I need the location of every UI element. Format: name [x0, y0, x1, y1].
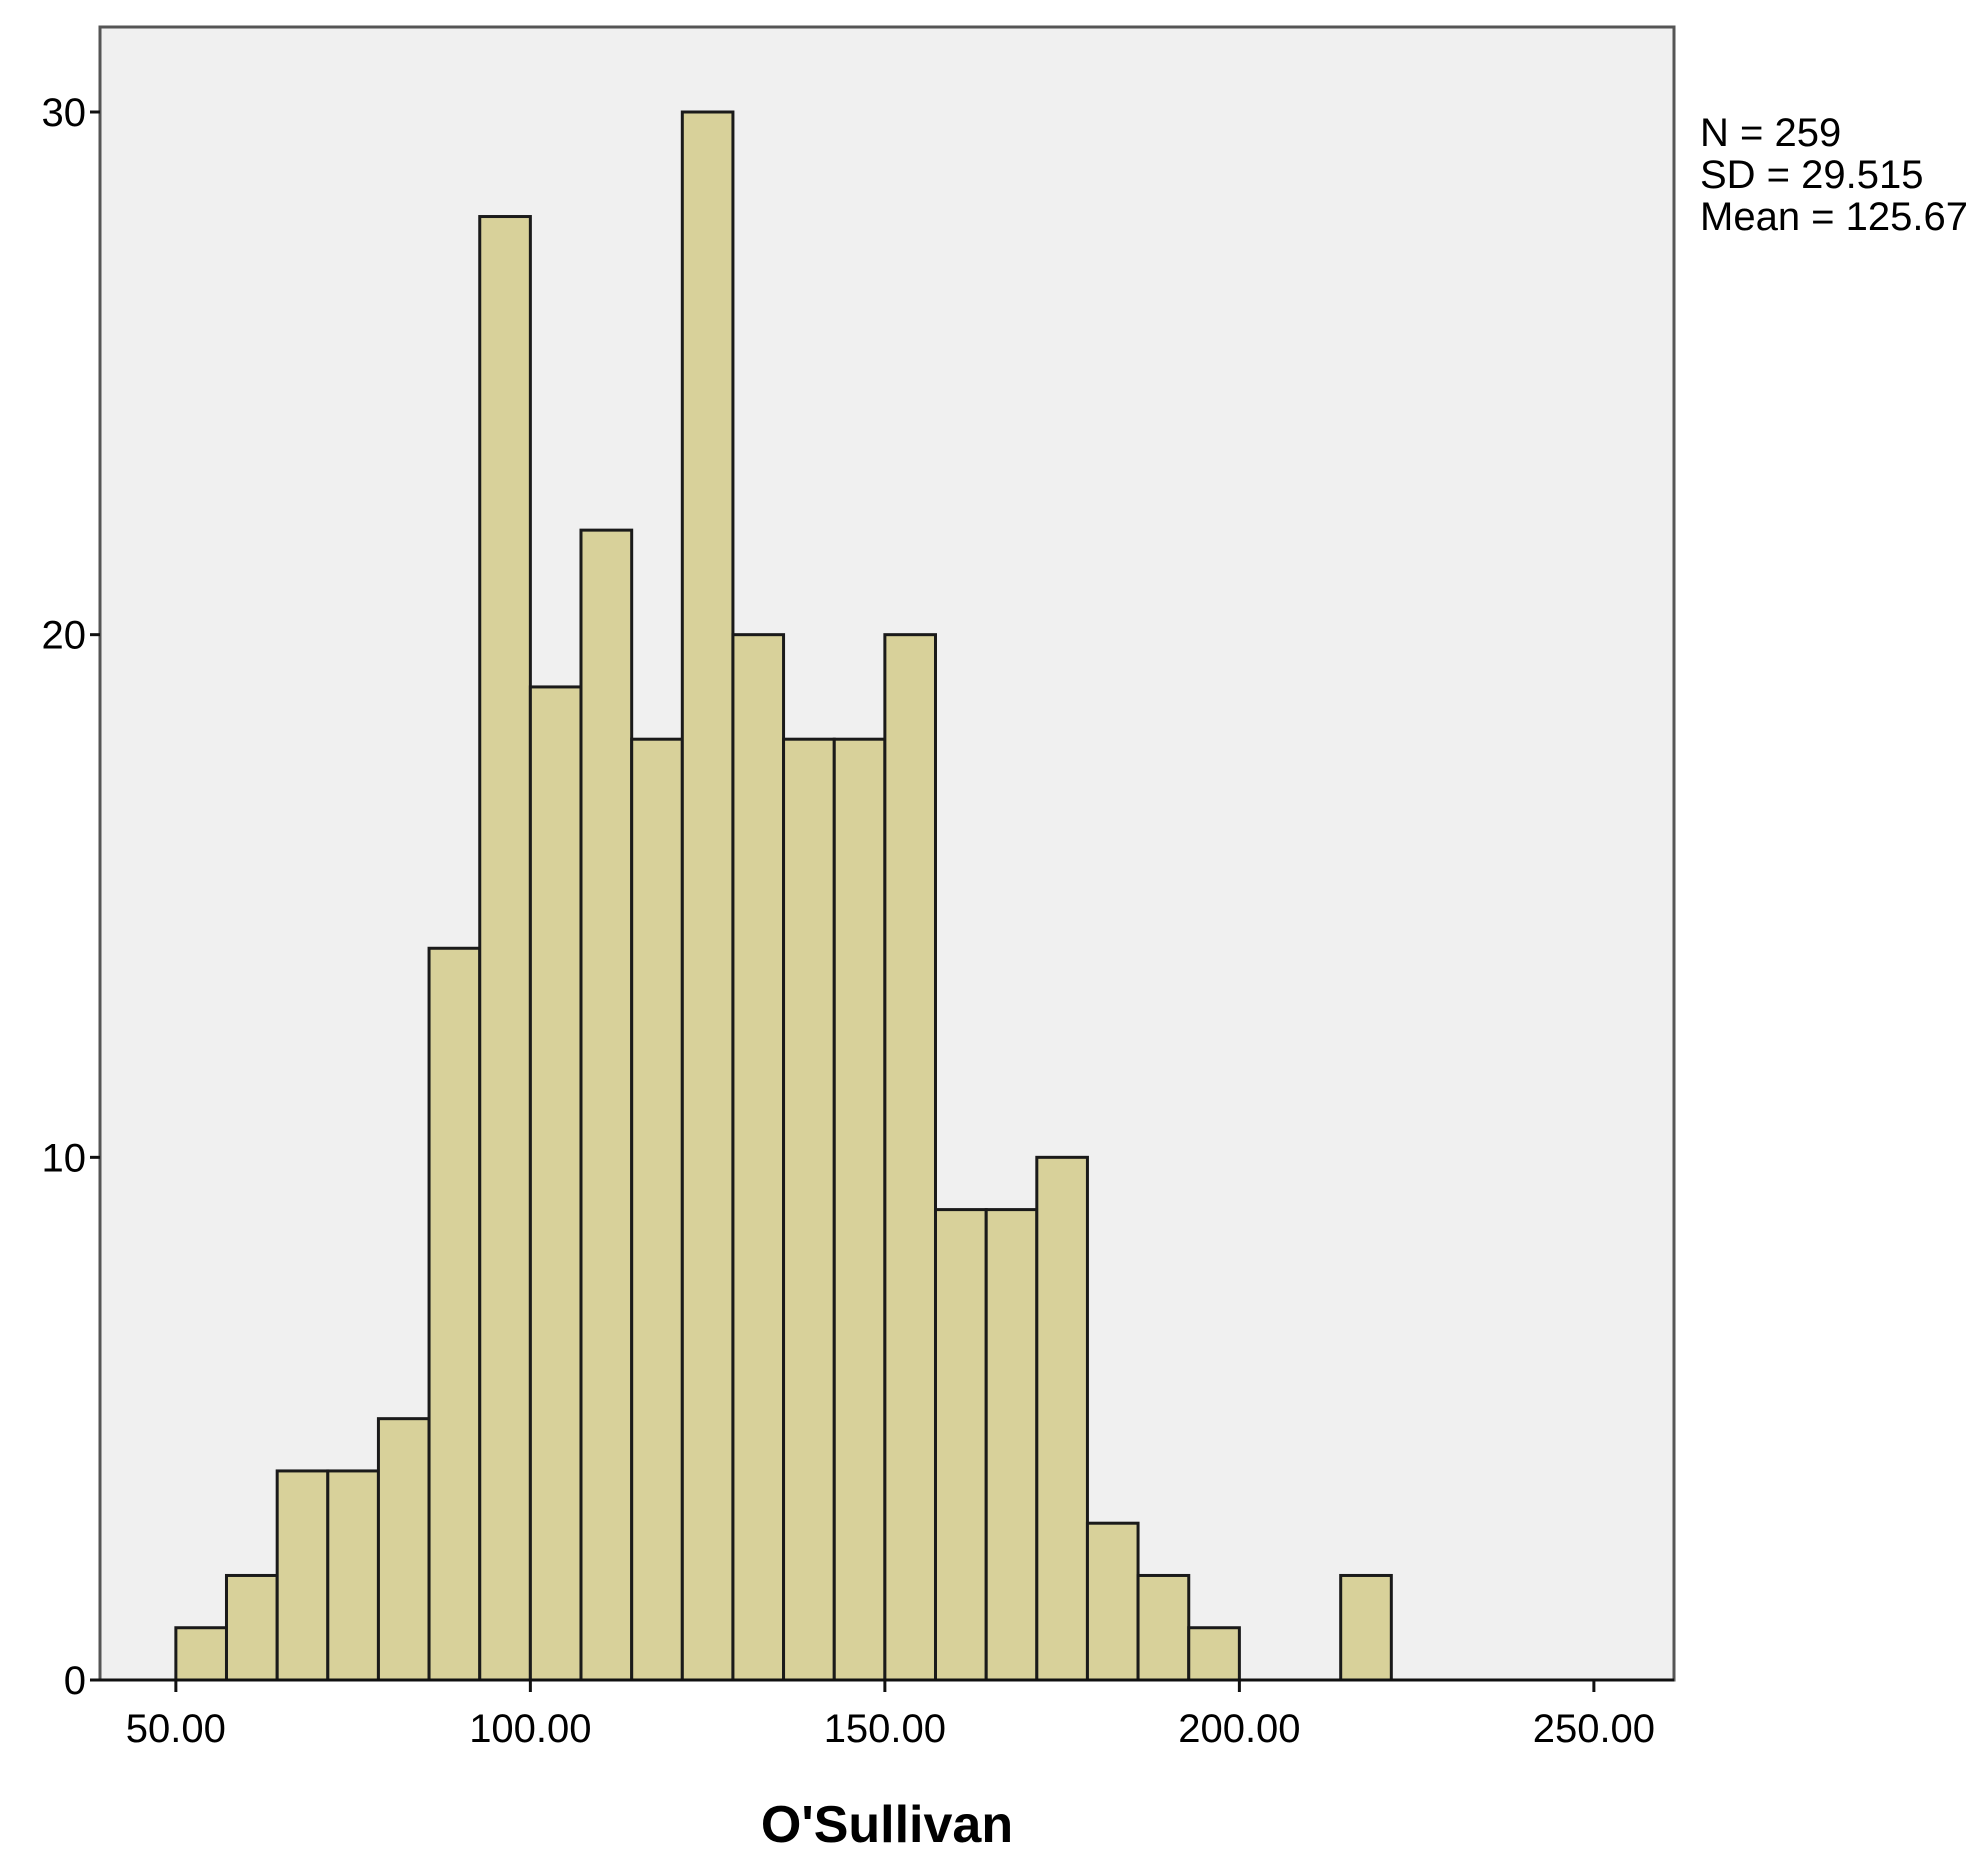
histogram-bar-6 [478, 215, 532, 1682]
x-tick-label-200: 200.00 [1178, 1707, 1300, 1751]
histogram-bar-8 [579, 528, 634, 1682]
histogram-bar-14 [883, 633, 937, 1682]
histogram-bar-12 [782, 737, 836, 1682]
histogram-bar-1 [224, 1573, 279, 1682]
histogram-bar-4 [376, 1417, 431, 1682]
x-tick-label-150: 150.00 [824, 1707, 946, 1751]
histogram-bar-17 [1035, 1155, 1089, 1682]
histogram-bar-3 [326, 1469, 380, 1682]
x-tick-label-100: 100.00 [469, 1707, 591, 1751]
histogram-bar-23 [1339, 1573, 1393, 1682]
x-axis-title: O'Sullivan [761, 1796, 1013, 1854]
histogram-bar-11 [731, 633, 786, 1682]
histogram-bar-0 [174, 1626, 228, 1682]
histogram-bar-9 [630, 737, 684, 1682]
stats-mean: Mean = 125.67 [1700, 195, 1968, 239]
histogram-bar-19 [1136, 1573, 1191, 1682]
histogram-bar-20 [1187, 1626, 1241, 1682]
histogram-bar-2 [275, 1469, 330, 1682]
histogram-bar-7 [528, 685, 583, 1682]
histogram-bar-10 [680, 110, 735, 1682]
y-tick-label-0: 0 [64, 1659, 86, 1703]
stats-n: N = 259 [1700, 111, 1841, 155]
stats-sd: SD = 29.515 [1700, 153, 1924, 197]
histogram-bar-15 [933, 1208, 988, 1682]
histogram-bar-16 [984, 1208, 1039, 1682]
x-tick-label-250: 250.00 [1533, 1707, 1655, 1751]
stats-legend: N = 259 SD = 29.515 Mean = 125.67 [1700, 111, 1968, 239]
y-tick-label-30: 30 [42, 91, 87, 135]
y-tick-label-20: 20 [42, 614, 87, 658]
histogram-bar-13 [832, 737, 887, 1682]
histogram-bar-18 [1085, 1521, 1140, 1682]
y-axis: 0 10 20 30 [42, 91, 100, 1703]
x-axis: 50.00 100.00 150.00 200.00 250.00 [100, 1678, 1674, 1751]
histogram-bar-5 [427, 946, 482, 1682]
y-tick-label-10: 10 [42, 1136, 87, 1180]
x-tick-label-50: 50.00 [126, 1707, 226, 1751]
